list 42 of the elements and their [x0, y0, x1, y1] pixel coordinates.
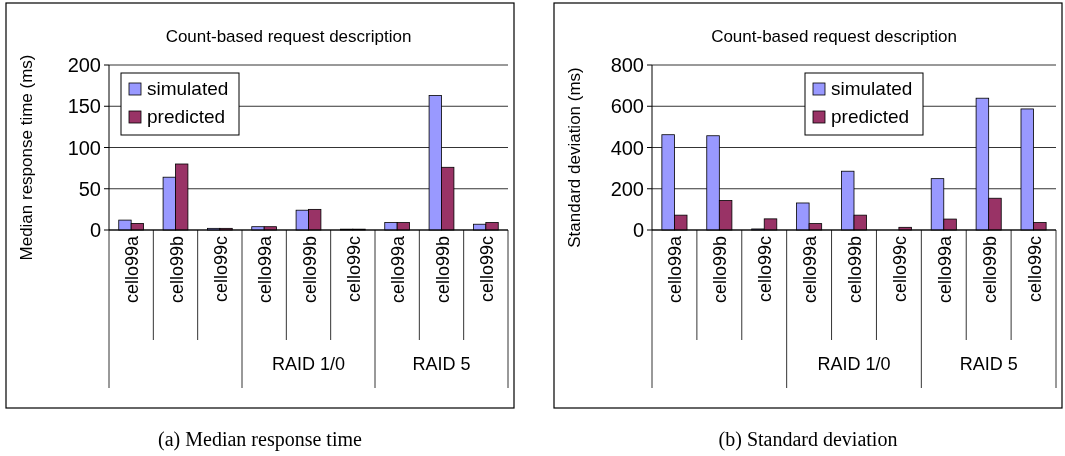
x-tick-label: cello99c: [755, 236, 776, 303]
x-tick-label: cello99b: [299, 236, 320, 304]
chart-title: Count-based request description: [711, 27, 957, 46]
x-tick-label: cello99c: [343, 236, 364, 303]
x-tick-label: cello99c: [476, 236, 497, 303]
y-tick-label: 200: [610, 177, 644, 200]
x-tick-label: cello99b: [432, 236, 453, 304]
x-tick-label: cello99b: [979, 236, 1000, 304]
x-tick-label: cello99a: [255, 235, 276, 304]
legend-label: predicted: [147, 106, 226, 127]
x-tick-label: cello99b: [845, 236, 865, 304]
text: (a) Median response time: [158, 428, 363, 451]
x-tick-label: cello99b: [710, 236, 731, 304]
y-tick-label: 600: [610, 95, 644, 118]
y-tick-label: 150: [67, 95, 101, 118]
chart-title: Count-based request description: [165, 27, 412, 46]
text: RAID 1/0: [817, 354, 891, 374]
x-tick-label: cello99c: [889, 236, 910, 303]
x-tick-label: cello99a: [934, 235, 955, 304]
x-tick-label: cello99a: [665, 235, 686, 304]
x-tick-label: cello99c: [210, 236, 231, 303]
y-axis-title: Median response time (ms): [17, 54, 36, 261]
y-tick-label: 400: [610, 136, 644, 159]
y-tick-label: 0: [632, 219, 644, 241]
y-tick-label: 0: [89, 219, 101, 241]
x-tick-label: cello99c: [1024, 236, 1045, 303]
y-axis-title: Standard deviation (ms): [565, 67, 584, 248]
legend-label: predicted: [831, 106, 910, 127]
x-tick-label: cello99b: [166, 236, 187, 304]
legend-label: simulated: [831, 78, 913, 99]
text: RAID 5: [412, 354, 471, 374]
y-tick-label: 200: [67, 54, 101, 76]
text: RAID 5: [959, 354, 1018, 374]
text: RAID 1/0: [271, 354, 346, 374]
y-tick-label: 50: [78, 177, 101, 200]
y-tick-label: 800: [610, 54, 644, 76]
legend-label: simulated: [147, 78, 229, 99]
x-tick-label: cello99a: [800, 235, 821, 304]
y-tick-label: 100: [67, 136, 101, 159]
x-tick-label: cello99a: [122, 235, 143, 304]
text: (b) Standard deviation: [718, 428, 898, 451]
x-tick-label: cello99a: [388, 235, 409, 304]
